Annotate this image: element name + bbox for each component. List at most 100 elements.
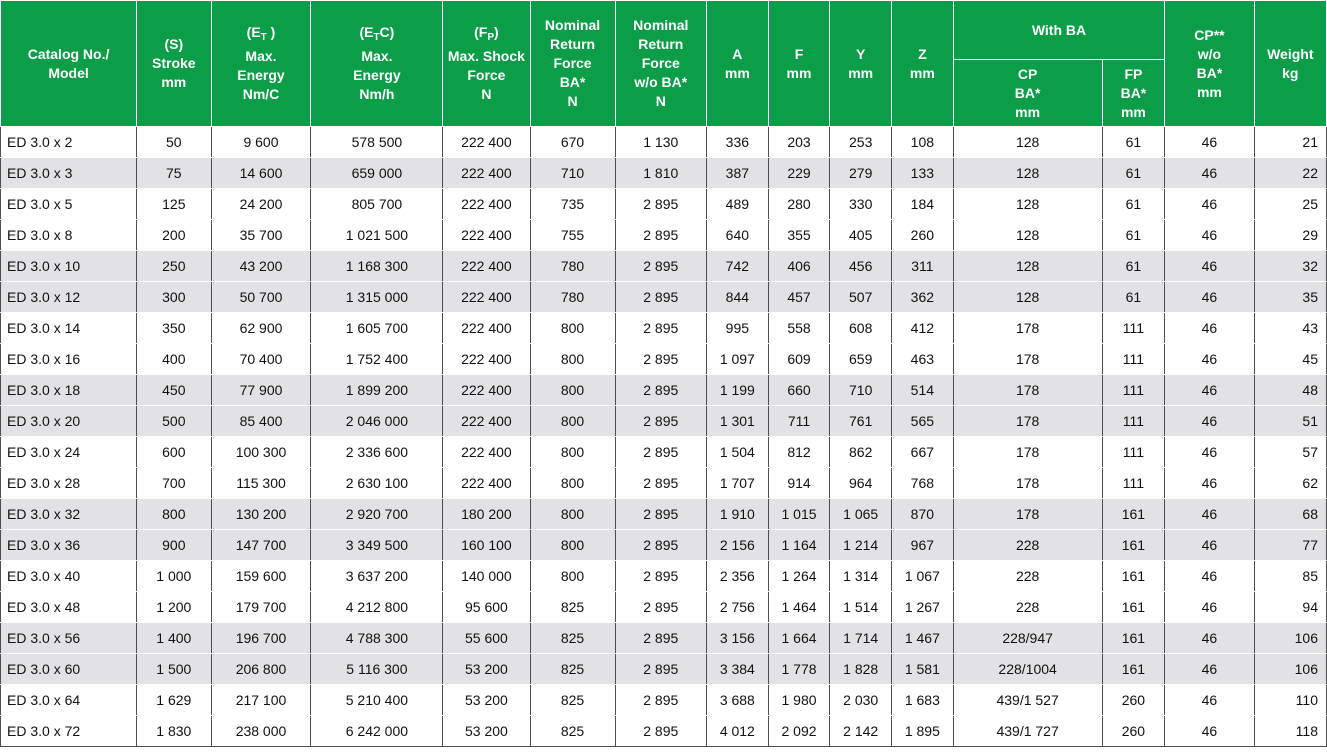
cell-model: ED 3.0 x 20 xyxy=(0,405,138,437)
cell-z: 412 xyxy=(891,312,954,344)
cell-f: 406 xyxy=(767,250,831,282)
cell-energy-cycle: 43 200 xyxy=(210,250,312,282)
cell-y: 1 514 xyxy=(829,591,893,623)
cell-model: ED 3.0 x 60 xyxy=(0,653,138,685)
cell-return-wo-ba: 2 895 xyxy=(614,312,708,344)
cell-y: 862 xyxy=(829,436,893,468)
cell-cp-ba: 178 xyxy=(952,312,1103,344)
table-row: ED 3.0 x 28 700 115 300 2 630 100 222 400 800… xyxy=(0,467,1327,499)
cell-energy-hour: 805 700 xyxy=(310,188,444,220)
cell-model: ED 3.0 x 40 xyxy=(0,560,138,592)
cell-return-wo-ba: 1 810 xyxy=(614,157,708,189)
cell-cp-ba: 228 xyxy=(952,529,1103,561)
cell-shock-force: 222 400 xyxy=(442,188,531,220)
header-max-energy-per-cycle: (ET ) Max. Energy Nm/C xyxy=(210,0,312,127)
cell-f: 1 980 xyxy=(767,684,831,716)
cell-cp-ba: 128 xyxy=(952,126,1103,158)
cell-f: 203 xyxy=(767,126,831,158)
cell-weight: 110 xyxy=(1253,684,1327,716)
cell-cp-ba: 128 xyxy=(952,157,1103,189)
cell-return-wo-ba: 2 895 xyxy=(614,591,708,623)
cell-cp-ba: 178 xyxy=(952,343,1103,375)
cell-z: 514 xyxy=(891,374,954,406)
cell-a: 1 707 xyxy=(706,467,769,499)
table-row: ED 3.0 x 16 400 70 400 1 752 400 222 400 800 2… xyxy=(0,343,1327,375)
cell-y: 279 xyxy=(829,157,893,189)
cell-stroke: 450 xyxy=(136,374,212,406)
cell-y: 1 214 xyxy=(829,529,893,561)
cell-y: 2 142 xyxy=(829,715,893,747)
cell-f: 1 015 xyxy=(767,498,831,530)
cell-cp-wo-ba: 46 xyxy=(1164,498,1255,530)
cell-energy-cycle: 85 400 xyxy=(210,405,312,437)
cell-model: ED 3.0 x 28 xyxy=(0,467,138,499)
cell-shock-force: 53 200 xyxy=(442,715,531,747)
cell-f: 1 464 xyxy=(767,591,831,623)
cell-weight: 94 xyxy=(1253,591,1327,623)
cell-energy-cycle: 206 800 xyxy=(210,653,312,685)
cell-model: ED 3.0 x 12 xyxy=(0,281,138,313)
cell-a: 3 688 xyxy=(706,684,769,716)
cell-cp-ba: 228/1004 xyxy=(952,653,1103,685)
cell-stroke: 50 xyxy=(136,126,212,158)
cell-a: 2 156 xyxy=(706,529,769,561)
cell-model: ED 3.0 x 18 xyxy=(0,374,138,406)
cell-weight: 22 xyxy=(1253,157,1327,189)
cell-cp-ba: 178 xyxy=(952,498,1103,530)
cell-fp-ba: 61 xyxy=(1101,188,1166,220)
cell-return-wo-ba: 2 895 xyxy=(614,622,708,654)
cell-cp-ba: 178 xyxy=(952,374,1103,406)
table-row: ED 3.0 x 36 900 147 700 3 349 500 160 100 800… xyxy=(0,529,1327,561)
table-row: ED 3.0 x 18 450 77 900 1 899 200 222 400 800 2… xyxy=(0,374,1327,406)
cell-weight: 68 xyxy=(1253,498,1327,530)
cell-model: ED 3.0 x 72 xyxy=(0,715,138,747)
cell-return-wo-ba: 2 895 xyxy=(614,219,708,251)
cell-stroke: 300 xyxy=(136,281,212,313)
table-row: ED 3.0 x 20 500 85 400 2 046 000 222 400 800 2… xyxy=(0,405,1327,437)
cell-f: 914 xyxy=(767,467,831,499)
cell-stroke: 1 629 xyxy=(136,684,212,716)
cell-stroke: 1 500 xyxy=(136,653,212,685)
cell-a: 489 xyxy=(706,188,769,220)
cell-y: 1 314 xyxy=(829,560,893,592)
cell-return-wo-ba: 2 895 xyxy=(614,467,708,499)
cell-model: ED 3.0 x 10 xyxy=(0,250,138,282)
cell-fp-ba: 161 xyxy=(1101,560,1166,592)
cell-return-wo-ba: 2 895 xyxy=(614,498,708,530)
cell-weight: 43 xyxy=(1253,312,1327,344)
cell-fp-ba: 260 xyxy=(1101,684,1166,716)
cell-stroke: 600 xyxy=(136,436,212,468)
cell-weight: 21 xyxy=(1253,126,1327,158)
cell-y: 608 xyxy=(829,312,893,344)
cell-cp-ba: 128 xyxy=(952,219,1103,251)
cell-shock-force: 222 400 xyxy=(442,281,531,313)
cell-cp-ba: 228 xyxy=(952,560,1103,592)
cell-shock-force: 160 100 xyxy=(442,529,531,561)
cell-shock-force: 222 400 xyxy=(442,157,531,189)
cell-return-wo-ba: 2 895 xyxy=(614,529,708,561)
cell-a: 1 199 xyxy=(706,374,769,406)
cell-fp-ba: 111 xyxy=(1101,343,1166,375)
cell-stroke: 1 400 xyxy=(136,622,212,654)
cell-y: 405 xyxy=(829,219,893,251)
cell-energy-cycle: 77 900 xyxy=(210,374,312,406)
cell-y: 761 xyxy=(829,405,893,437)
table-row: ED 3.0 x 64 1 629 217 100 5 210 400 53 200 82… xyxy=(0,684,1327,716)
header-max-shock-force: (FP) Max. Shock Force N xyxy=(442,0,531,127)
cell-energy-hour: 4 212 800 xyxy=(310,591,444,623)
cell-y: 964 xyxy=(829,467,893,499)
cell-fp-ba: 111 xyxy=(1101,467,1166,499)
cell-z: 1 067 xyxy=(891,560,954,592)
cell-cp-wo-ba: 46 xyxy=(1164,653,1255,685)
cell-energy-hour: 1 752 400 xyxy=(310,343,444,375)
cell-model: ED 3.0 x 32 xyxy=(0,498,138,530)
cell-f: 812 xyxy=(767,436,831,468)
cell-fp-ba: 161 xyxy=(1101,529,1166,561)
cell-a: 2 356 xyxy=(706,560,769,592)
cell-a: 640 xyxy=(706,219,769,251)
cell-cp-wo-ba: 46 xyxy=(1164,405,1255,437)
cell-model: ED 3.0 x 16 xyxy=(0,343,138,375)
cell-f: 558 xyxy=(767,312,831,344)
cell-z: 1 683 xyxy=(891,684,954,716)
cell-a: 336 xyxy=(706,126,769,158)
